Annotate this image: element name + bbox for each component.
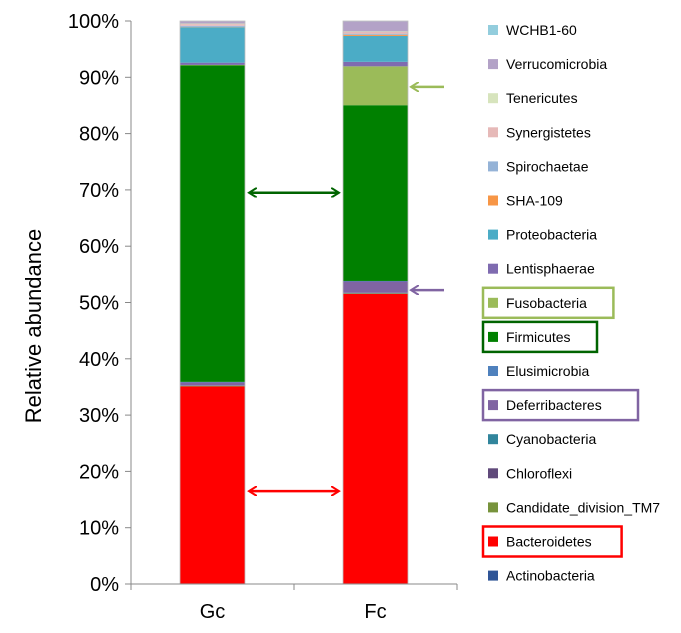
- bar-segment-bacteroidetes: [343, 294, 408, 584]
- bar-segment-deferribacteres: [180, 382, 245, 385]
- legend-item-elusimicrobia: Elusimicrobia: [488, 363, 589, 379]
- legend-item-bacteroidetes: Bacteroidetes: [483, 527, 622, 557]
- legend-label: Verrucomicrobia: [506, 56, 607, 72]
- legend-label: Fusobacteria: [506, 295, 587, 311]
- x-axis: Gc Fc: [131, 584, 457, 623]
- bar-segment-fusobacteria: [343, 66, 408, 105]
- y-tick-label: 80%: [79, 124, 119, 146]
- y-tick-label: 50%: [79, 293, 119, 315]
- legend-label: Deferribacteres: [506, 397, 602, 413]
- bar-segment-tenericutes: [180, 24, 245, 25]
- legend-label: Bacteroidetes: [506, 534, 592, 550]
- y-tick-label: 40%: [79, 349, 119, 371]
- x-tick-label: Gc: [200, 601, 226, 623]
- legend-swatch: [488, 161, 498, 171]
- legend-item-candidate-division-tm7: Candidate_division_TM7: [488, 499, 660, 515]
- bar-segment-synergistetes: [180, 24, 245, 26]
- y-tick-label: 70%: [79, 180, 119, 202]
- legend-item-firmicutes: Firmicutes: [483, 322, 597, 352]
- legend-swatch: [488, 400, 498, 410]
- legend-swatch: [488, 332, 498, 342]
- legend-label: WCHB1-60: [506, 22, 577, 38]
- legend-swatch: [488, 502, 498, 512]
- legend-label: Firmicutes: [506, 329, 571, 345]
- bar-segment-deferribacteres: [343, 282, 408, 293]
- legend-swatch: [488, 25, 498, 35]
- bar-segment-proteobacteria: [180, 27, 245, 62]
- y-axis: 0% 10% 20% 30% 40% 50% 60% 70% 80% 90% 100%: [68, 11, 131, 596]
- legend-swatch: [488, 537, 498, 547]
- bar-segment-verrucomicrobia: [343, 21, 408, 31]
- bar-segment-lentisphaerae: [180, 63, 245, 65]
- bar-segment-spirochaetae: [180, 26, 245, 27]
- bars: [180, 21, 408, 584]
- legend-swatch: [488, 230, 498, 240]
- legend-item-proteobacteria: Proteobacteria: [488, 227, 597, 243]
- bar-fc: [343, 21, 408, 584]
- legend-item-lentisphaerae: Lentisphaerae: [488, 261, 595, 277]
- legend-item-verrucomicrobia: Verrucomicrobia: [488, 56, 607, 72]
- legend-item-deferribacteres: Deferribacteres: [483, 390, 638, 420]
- legend-item-chloroflexi: Chloroflexi: [488, 465, 572, 481]
- x-tick-label: Fc: [364, 601, 386, 623]
- bar-segment-sha-109: [343, 35, 408, 36]
- legend-swatch: [488, 434, 498, 444]
- y-tick-label: 0%: [90, 574, 119, 596]
- bar-segment-proteobacteria: [343, 36, 408, 62]
- legend-label: Chloroflexi: [506, 465, 572, 481]
- legend-swatch: [488, 127, 498, 137]
- bar-segment-candidate-division-tm7: [343, 293, 408, 294]
- legend-item-wchb1-60: WCHB1-60: [488, 22, 577, 38]
- y-tick-label: 60%: [79, 236, 119, 258]
- y-tick-label: 10%: [79, 518, 119, 540]
- legend: WCHB1-60 Verrucomicrobia Tenericutes Synerg…: [483, 22, 660, 584]
- legend-label: Proteobacteria: [506, 227, 597, 243]
- legend-label: Synergistetes: [506, 124, 591, 140]
- bar-segment-verrucomicrobia: [180, 21, 245, 23]
- y-tick-label: 100%: [68, 11, 119, 33]
- legend-item-actinobacteria: Actinobacteria: [488, 568, 595, 584]
- legend-swatch: [488, 366, 498, 376]
- legend-label: Elusimicrobia: [506, 363, 589, 379]
- legend-swatch: [488, 93, 498, 103]
- bar-segment-lentisphaerae: [343, 62, 408, 67]
- legend-item-sha-109: SHA-109: [488, 193, 563, 209]
- legend-item-synergistetes: Synergistetes: [488, 124, 591, 140]
- y-tick-label: 20%: [79, 461, 119, 483]
- bar-segment-synergistetes: [343, 32, 408, 34]
- legend-swatch: [488, 468, 498, 478]
- bar-segment-spirochaetae: [343, 34, 408, 35]
- legend-swatch: [488, 571, 498, 581]
- bar-segment-candidate-division-tm7: [180, 386, 245, 387]
- bar-segment-fusobacteria: [180, 65, 245, 66]
- legend-swatch: [488, 59, 498, 69]
- bar-segment-elusimicrobia: [343, 281, 408, 282]
- y-tick-label: 30%: [79, 405, 119, 427]
- legend-item-cyanobacteria: Cyanobacteria: [488, 431, 596, 447]
- legend-item-fusobacteria: Fusobacteria: [483, 288, 613, 318]
- bar-gc: [180, 21, 245, 584]
- y-tick-label: 90%: [79, 67, 119, 89]
- bar-segment-firmicutes: [343, 105, 408, 281]
- legend-swatch: [488, 196, 498, 206]
- bar-segment-firmicutes: [180, 65, 245, 381]
- legend-label: Actinobacteria: [506, 568, 595, 584]
- legend-label: Tenericutes: [506, 90, 578, 106]
- legend-label: Candidate_division_TM7: [506, 499, 660, 515]
- legend-label: Spirochaetae: [506, 158, 589, 174]
- legend-label: SHA-109: [506, 193, 563, 209]
- bar-segment-tenericutes: [343, 31, 408, 32]
- y-axis-label: Relative abundance: [21, 229, 46, 423]
- bar-segment-bacteroidetes: [180, 386, 245, 583]
- bar-segment-elusimicrobia: [180, 382, 245, 383]
- legend-label: Cyanobacteria: [506, 431, 596, 447]
- legend-item-tenericutes: Tenericutes: [488, 90, 578, 106]
- legend-swatch: [488, 298, 498, 308]
- legend-item-spirochaetae: Spirochaetae: [488, 158, 589, 174]
- legend-swatch: [488, 264, 498, 274]
- legend-label: Lentisphaerae: [506, 261, 595, 277]
